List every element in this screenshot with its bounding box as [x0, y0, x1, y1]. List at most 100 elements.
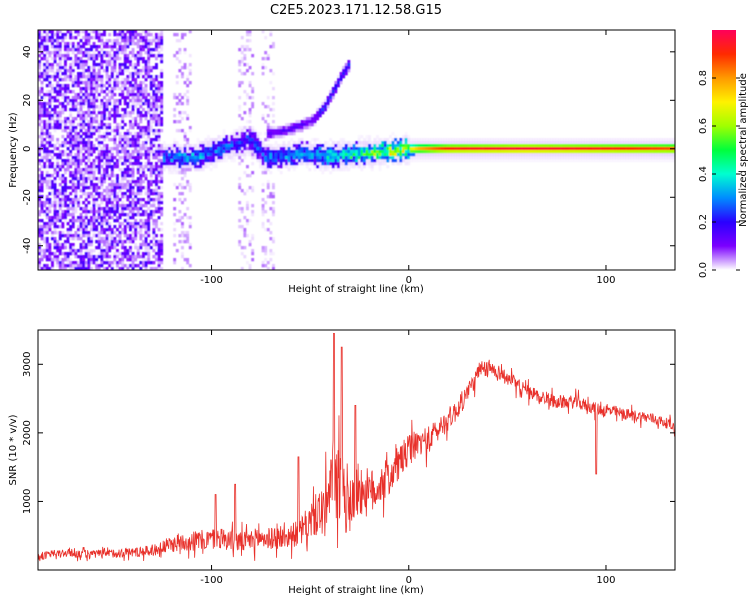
spectrogram-cell — [186, 90, 190, 94]
spectrogram-cell — [51, 99, 54, 103]
spectrogram-cell — [108, 213, 112, 217]
spectrogram-cell — [516, 150, 520, 154]
spectrogram-cell — [105, 192, 109, 196]
spectrogram-cell — [131, 135, 135, 139]
spectrogram-cell — [464, 141, 468, 145]
spectrogram-cell — [77, 261, 80, 265]
spectrogram-cell — [279, 156, 283, 160]
spectrogram-cell — [77, 132, 80, 136]
spectrogram-cell — [508, 144, 512, 148]
spectrogram-cell — [144, 153, 148, 157]
spectrogram-cell — [285, 156, 288, 160]
spectrogram-cell — [51, 39, 54, 43]
spectrogram-cell — [40, 57, 44, 61]
spectrogram-cell — [131, 126, 135, 130]
spectrogram-cell — [74, 168, 78, 172]
spectrogram-cell — [129, 75, 132, 79]
spectrogram-cell — [136, 99, 140, 103]
spectrogram-cell — [672, 153, 675, 157]
spectrogram-cell — [498, 138, 502, 142]
spectrogram-cell — [105, 75, 109, 79]
spectrogram-cell — [334, 156, 338, 160]
spectrogram-cell — [334, 165, 338, 169]
spectrogram-cell — [240, 45, 244, 49]
spectrogram-cell — [264, 228, 268, 232]
spectrogram-cell — [279, 165, 283, 169]
spectrogram-cell — [233, 144, 236, 148]
spectrogram-cell — [357, 135, 361, 139]
spectrogram-cell — [113, 102, 117, 106]
spectrogram-cell — [157, 114, 161, 118]
spectrogram-cell — [370, 156, 374, 160]
spectrogram-cell — [74, 105, 78, 109]
spectrogram-cell — [214, 165, 218, 169]
spectrogram-cell — [537, 141, 541, 145]
spectrogram-cell — [82, 87, 86, 91]
spectrogram-cell — [183, 93, 187, 97]
spectrogram-cell — [40, 105, 44, 109]
spectrogram-cell — [251, 126, 255, 130]
spectrogram-cell — [331, 141, 335, 145]
spectrogram-cell — [214, 153, 218, 157]
spectrogram-cell — [131, 207, 135, 211]
spectrogram-cell — [103, 237, 106, 241]
spectrogram-cell — [152, 189, 156, 193]
spectrogram-cell — [220, 144, 223, 148]
spectrogram-cell — [347, 159, 351, 163]
spectrogram-cell — [201, 162, 205, 166]
spectrogram-cell — [667, 153, 671, 157]
spectrogram-cell — [667, 144, 671, 148]
spectrogram-cell — [152, 222, 156, 226]
spectrogram-cell — [74, 192, 78, 196]
spectrogram-cell — [173, 108, 177, 112]
spectrogram-cell — [160, 201, 164, 205]
spectrogram-cell — [95, 96, 99, 100]
spectrogram-cell — [217, 141, 221, 145]
spectrogram-cell — [38, 186, 41, 190]
spectrogram-cell — [482, 147, 486, 151]
spectrogram-cell — [168, 168, 171, 172]
spectrogram-cell — [339, 159, 343, 163]
spectrogram-cell — [342, 162, 346, 166]
spectrogram-cell — [352, 147, 356, 151]
spectrogram-cell — [633, 138, 637, 142]
spectrogram-cell — [126, 90, 130, 94]
spectrogram-cell — [113, 174, 117, 178]
spectrogram-cell — [155, 207, 158, 211]
spectrogram-cell — [61, 66, 65, 70]
spectrogram-cell — [519, 147, 522, 151]
spectrogram-cell — [550, 141, 554, 145]
spectrogram-cell — [48, 102, 52, 106]
spectrogram-cell — [142, 165, 145, 169]
spectrogram-cell — [110, 153, 114, 157]
spectrogram-cell — [51, 90, 54, 94]
spectrogram-cell — [474, 147, 478, 151]
spectrogram-cell — [378, 162, 382, 166]
spectrogram-cell — [472, 156, 476, 160]
spectrogram-cell — [274, 147, 278, 151]
spectrogram-cell — [662, 141, 665, 145]
spectrogram-cell — [87, 87, 91, 91]
spectrogram-cell — [238, 129, 242, 133]
spectrogram-cell — [259, 162, 262, 166]
spectrogram-cell — [71, 45, 75, 49]
spectrogram-cell — [147, 111, 151, 115]
spectrogram-cell — [602, 141, 606, 145]
spectrogram-cell — [38, 195, 41, 199]
spectrogram-cell — [134, 198, 138, 202]
spectrogram-cell — [90, 195, 93, 199]
spectrogram-cell — [175, 150, 179, 154]
spectrogram-cell — [74, 144, 78, 148]
spectrogram-cell — [630, 159, 634, 163]
spectrogram-cell — [318, 147, 322, 151]
spectrogram-cell — [576, 141, 580, 145]
spectrogram-cell — [240, 36, 244, 40]
spectrogram-cell — [90, 57, 93, 61]
spectrogram-cell — [139, 126, 143, 130]
spectrogram-cell — [420, 138, 424, 142]
spectrogram-cell — [446, 144, 450, 148]
spectrogram-cell — [82, 264, 86, 268]
snr-y-tick-label: 1000 — [22, 489, 33, 514]
spectrogram-cell — [628, 150, 632, 154]
